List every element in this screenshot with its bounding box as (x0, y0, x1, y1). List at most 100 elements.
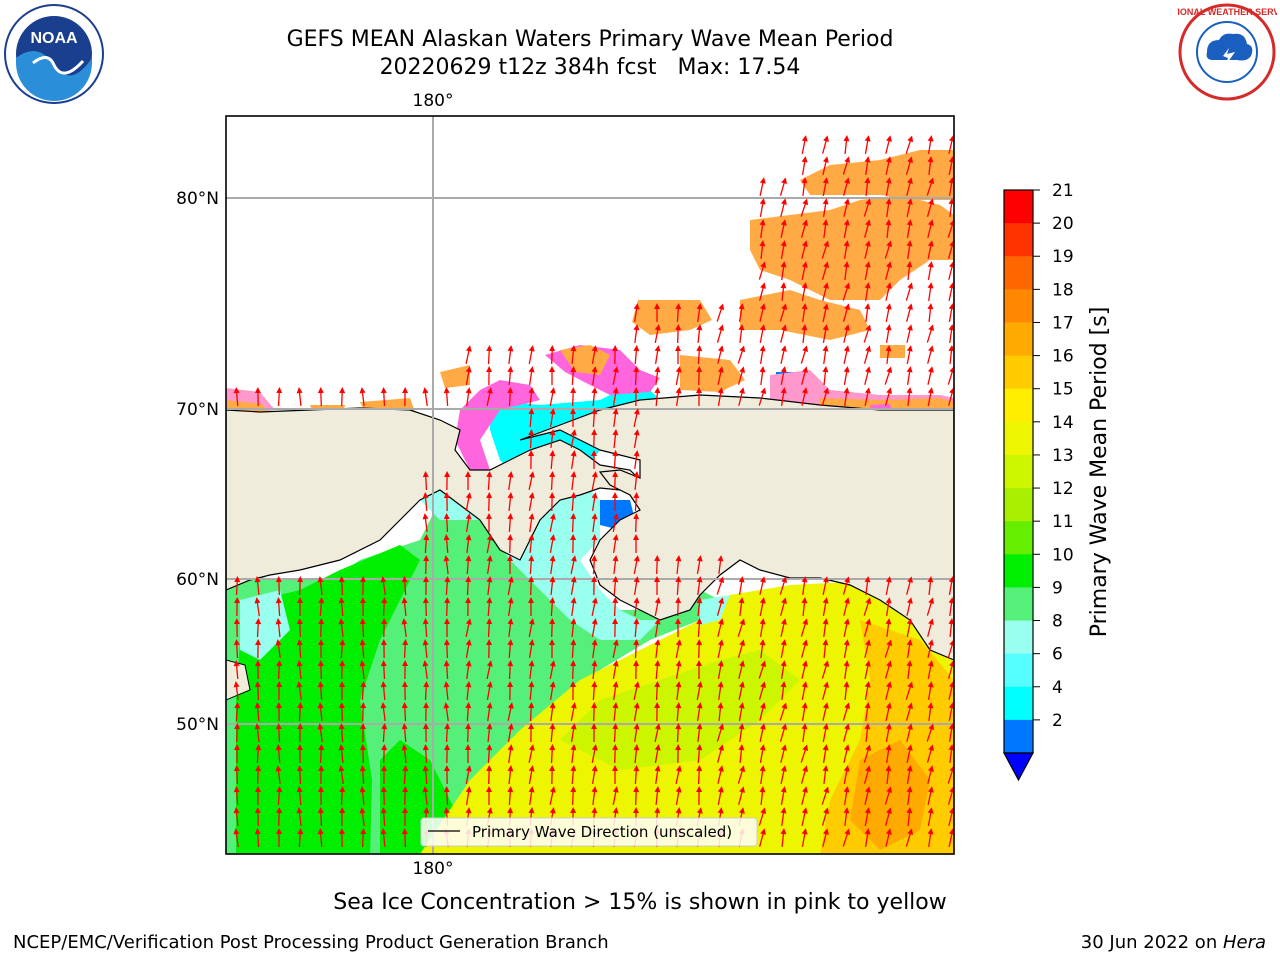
direction-arrow (591, 513, 598, 533)
direction-arrow (443, 492, 450, 512)
direction-arrow (716, 324, 724, 343)
direction-arrow (821, 387, 830, 406)
direction-arrow (612, 555, 619, 575)
direction-arrow (465, 513, 472, 532)
direction-arrow (885, 261, 892, 280)
direction-arrow (465, 471, 471, 490)
direction-arrow (570, 576, 577, 595)
direction-arrow (422, 471, 429, 491)
direction-arrow (885, 219, 892, 239)
colorbar-tick-label: 16 (1052, 347, 1074, 367)
direction-arrow (696, 618, 703, 638)
colorbar-block (1004, 554, 1033, 588)
direction-arrow (528, 555, 535, 575)
direction-arrow (612, 429, 619, 449)
direction-arrow (339, 387, 346, 407)
direction-arrow (906, 576, 913, 595)
direction-arrow (716, 303, 725, 322)
direction-arrow (885, 282, 892, 301)
direction-arrow (863, 345, 871, 364)
colorbar-block (1004, 686, 1033, 721)
direction-arrow (444, 471, 451, 491)
direction-arrow (885, 324, 892, 343)
direction-arrow (843, 135, 850, 155)
direction-arrow (801, 240, 808, 259)
direction-arrow (801, 156, 808, 175)
direction-arrow (864, 261, 871, 280)
direction-arrow (422, 597, 429, 617)
colorbar-extend (1002, 752, 1035, 782)
direction-arrow (884, 240, 893, 259)
direction-arrow (842, 282, 851, 301)
direction-arrow (549, 555, 556, 575)
direction-arrow (780, 366, 787, 385)
direction-arrow (549, 471, 556, 491)
colorbar-block (1004, 653, 1033, 688)
direction-arrow (675, 324, 682, 344)
direction-arrow (633, 324, 640, 344)
direction-arrow (591, 555, 598, 575)
colorbar-block (1004, 620, 1033, 655)
direction-arrow (863, 597, 872, 616)
chart-title: GEFS MEAN Alaskan Waters Primary Wave Me… (286, 27, 894, 52)
direction-arrow (570, 534, 577, 554)
direction-arrow (696, 303, 703, 323)
direction-arrow (843, 261, 850, 281)
direction-arrow (696, 576, 703, 596)
footer-org: NCEP/EMC/Verification Post Processing Pr… (13, 932, 609, 953)
direction-arrow (696, 345, 703, 365)
direction-arrow (633, 618, 640, 638)
direction-arrow (864, 240, 871, 259)
direction-arrow (906, 345, 913, 364)
direction-arrow (612, 576, 619, 596)
colorbar-ticks: 21 20 19 18 17 16 15 14 13 12 11 10 9 8 6 4 2 (1033, 181, 1074, 731)
direction-arrow (612, 408, 619, 428)
direction-arrow (570, 618, 577, 638)
direction-arrow (633, 345, 640, 365)
direction-arrow (675, 555, 682, 575)
direction-arrow (759, 366, 766, 386)
colorbar-tick-label: 11 (1052, 512, 1074, 532)
direction-arrow (759, 240, 766, 260)
direction-arrow (528, 408, 535, 428)
direction-arrow (654, 366, 661, 386)
direction-arrow (654, 618, 661, 637)
direction-arrow (717, 387, 724, 406)
direction-arrow (591, 429, 598, 449)
direction-arrow (423, 555, 430, 575)
direction-arrow (633, 408, 640, 427)
direction-arrow (422, 618, 429, 638)
direction-arrow (654, 576, 660, 595)
colorbar-block (1004, 190, 1033, 224)
colorbar-block (1004, 322, 1033, 357)
direction-arrow (885, 135, 892, 154)
direction-arrow (822, 198, 829, 217)
direction-arrow (926, 324, 935, 343)
footer-date: 30 Jun 2022 on Hera (1081, 932, 1266, 953)
direction-arrow (612, 471, 619, 491)
direction-arrow (822, 177, 829, 196)
direction-arrow (381, 618, 388, 638)
direction-arrow (801, 303, 808, 323)
direction-arrow (842, 576, 850, 595)
direction-arrow (633, 534, 639, 553)
direction-arrow (654, 324, 661, 343)
direction-arrow (801, 366, 808, 385)
direction-arrow (864, 303, 871, 323)
direction-arrow (737, 366, 745, 385)
direction-arrow (675, 597, 682, 617)
max-label: Max: 17.54 (677, 55, 801, 80)
direction-arrow (549, 450, 556, 470)
direction-arrow (549, 408, 556, 427)
direction-arrow (443, 555, 450, 575)
direction-arrow (612, 366, 619, 385)
colorbar-tick-label: 15 (1052, 380, 1074, 400)
direction-arrow (906, 303, 913, 322)
direction-arrow (863, 618, 871, 637)
direction-arrow (717, 345, 724, 364)
direction-arrow (507, 345, 514, 365)
direction-arrow (717, 366, 724, 385)
direction-arrow (570, 366, 577, 386)
direction-arrow (338, 597, 345, 617)
direction-arrow (276, 387, 283, 407)
